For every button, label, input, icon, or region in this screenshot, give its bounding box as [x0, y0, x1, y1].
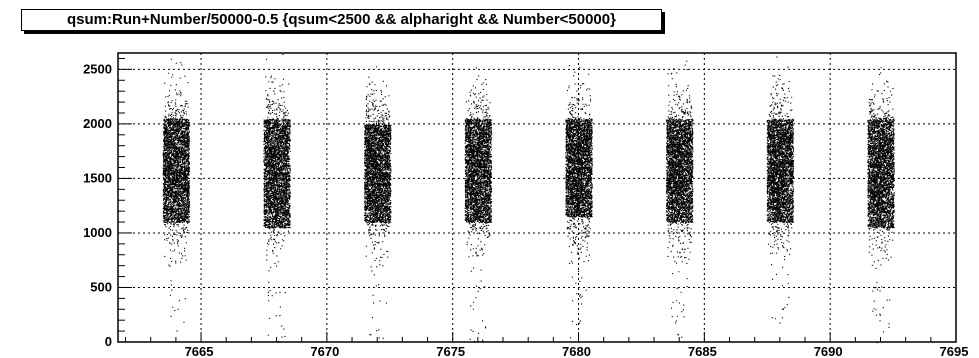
y-tick-label: 2500 — [83, 61, 112, 76]
x-tick-label: 7680 — [562, 344, 591, 358]
tick-labels: 7665 7670 7675 7680 7685 7690 7695 0 500 1000 1500… — [83, 61, 968, 358]
x-tick-label: 7665 — [185, 344, 214, 358]
x-tick-label: 7685 — [688, 344, 717, 358]
x-tick-label: 7670 — [310, 344, 339, 358]
data-points — [162, 54, 895, 344]
x-tick-label: 7675 — [436, 344, 465, 358]
y-tick-label: 2000 — [83, 116, 112, 131]
y-tick-label: 1000 — [83, 225, 112, 240]
y-tick-label: 0 — [105, 334, 112, 349]
grid-lines — [118, 53, 956, 342]
chart-title: qsum:Run+Number/50000-0.5 {qsum<2500 && … — [21, 9, 662, 31]
y-tick-label: 500 — [90, 279, 112, 294]
x-tick-label: 7695 — [940, 344, 969, 358]
y-tick-label: 1500 — [83, 170, 112, 185]
plot-frame — [117, 52, 957, 343]
x-tick-label: 7690 — [814, 344, 843, 358]
axis-ticks — [118, 57, 957, 343]
scatter-markers — [162, 54, 895, 344]
